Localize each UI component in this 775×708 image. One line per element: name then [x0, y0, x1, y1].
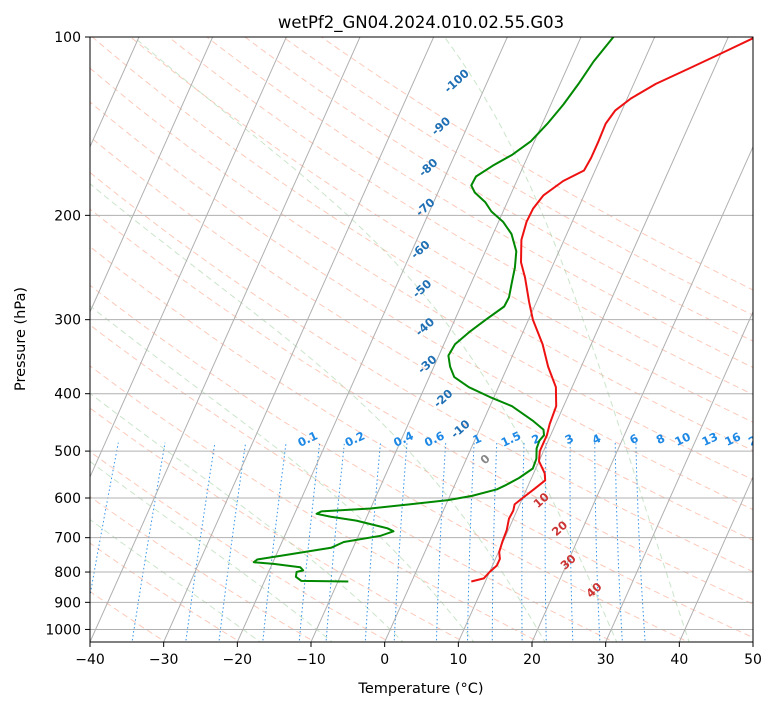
x-tick-label: 0	[380, 652, 389, 668]
mixing-ratio-line	[544, 442, 547, 642]
y-tick-label: 400	[54, 387, 81, 403]
x-tick-label: −40	[75, 652, 105, 668]
mixing-ratio-line	[262, 442, 287, 642]
isotherm-gridline	[236, 37, 508, 642]
y-tick-label: 1000	[45, 622, 81, 638]
isotherm-gridline	[310, 37, 582, 642]
mixing-ratio-line	[364, 442, 381, 642]
dry-adiabat-line	[244, 37, 753, 342]
mixing-ratio-line	[393, 442, 408, 642]
mixing-ratio-line	[569, 442, 574, 642]
x-axis: −40 −30 −20 −10 0 10 20 30 40 50	[75, 642, 762, 668]
isotherm-gridline	[605, 310, 753, 642]
x-tick-label: −30	[149, 652, 179, 668]
dry-adiabat-line	[90, 136, 753, 541]
profile-series	[252, 37, 753, 583]
isotherm-gridline	[384, 37, 656, 642]
isotherm-gridline	[678, 475, 753, 642]
isotherm-gridline	[90, 37, 140, 149]
plot-frame	[89, 36, 754, 643]
dewpoint-profile-line	[252, 37, 615, 583]
isotherm-gridline	[90, 37, 214, 314]
mixing-ratio-label: 16	[722, 429, 742, 448]
mixing-ratio-line	[594, 442, 601, 642]
mixing-ratio-label: 13	[700, 429, 720, 448]
x-axis-label: Temperature (°C)	[357, 681, 483, 697]
dry-adiabat-line	[90, 101, 753, 511]
moist-adiabat-line	[90, 183, 546, 642]
y-tick-label: 700	[54, 531, 81, 547]
dry-adiabat-line	[167, 37, 753, 396]
isotherm-gridlines	[90, 37, 753, 642]
dry-adiabat-line	[90, 171, 753, 573]
x-tick-label: 40	[670, 652, 688, 668]
dry-adiabat-line	[129, 37, 753, 423]
mixing-ratio-line	[614, 442, 623, 642]
chart-title: wetPf2_GN04.2024.010.02.55.G03	[278, 13, 564, 33]
isotherm-gridline	[163, 37, 435, 642]
y-axis: 100 200 300 400 500 600 700 800 900 1000	[45, 30, 90, 638]
y-tick-label: 500	[54, 444, 81, 460]
mixing-ratio-line	[491, 442, 498, 642]
x-tick-label: −20	[223, 652, 253, 668]
mixing-ratio-line	[185, 442, 216, 642]
mixing-ratio-line	[435, 442, 447, 642]
mixing-ratio-line	[131, 442, 166, 642]
mixing-ratio-line	[635, 442, 646, 642]
mixing-ratio-line	[218, 442, 247, 642]
x-tick-label: −10	[296, 652, 326, 668]
y-tick-label: 300	[54, 313, 81, 329]
mixing-ratio-line	[298, 442, 321, 642]
plot-area: -100-90-80-70-60-50-40-30-20-10010203040…	[90, 37, 766, 642]
isotherm-gridline	[531, 145, 753, 642]
mixing-ratio-label: 10	[672, 429, 692, 448]
y-tick-label: 900	[54, 595, 81, 611]
temperature-profile-line	[471, 37, 753, 583]
y-tick-label: 600	[54, 491, 81, 507]
x-tick-label: 50	[744, 652, 762, 668]
y-axis-label: Pressure (hPa)	[13, 287, 29, 391]
isotherm-gridline	[90, 37, 287, 479]
y-tick-label: 800	[54, 565, 81, 581]
isotherm-gridline	[90, 37, 361, 642]
mixing-ratio-label: 20	[746, 429, 766, 448]
x-tick-label: 20	[523, 652, 541, 668]
y-tick-label: 200	[54, 208, 81, 224]
x-tick-label: 30	[597, 652, 615, 668]
mixing-ratio-line	[325, 442, 345, 642]
mixing-ratio-line	[521, 442, 525, 642]
dry-adiabat-line	[282, 37, 753, 316]
y-tick-label: 100	[54, 30, 81, 46]
x-tick-label: 10	[449, 652, 467, 668]
